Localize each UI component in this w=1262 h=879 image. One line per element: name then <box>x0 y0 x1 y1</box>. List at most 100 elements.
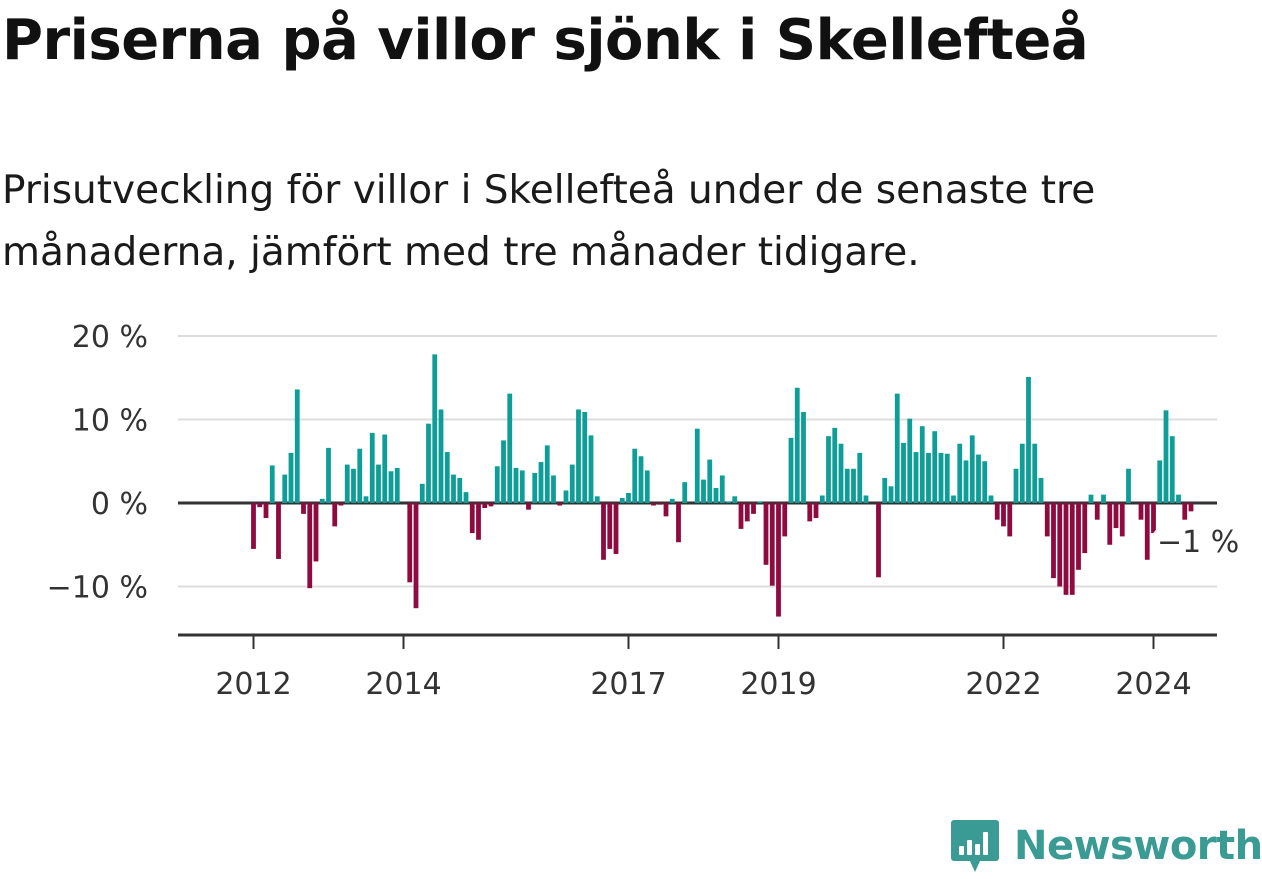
annotation: −1 % <box>1151 525 1243 560</box>
x-tick-label: 2022 <box>965 667 1041 702</box>
bar <box>444 452 450 503</box>
bar <box>819 495 825 503</box>
bar <box>719 475 725 503</box>
bar <box>1032 443 1038 503</box>
bar <box>532 472 538 503</box>
bar <box>669 498 675 503</box>
bar <box>1019 443 1025 503</box>
bar <box>1188 503 1194 512</box>
bar <box>301 503 306 514</box>
bar <box>926 452 931 503</box>
bar <box>888 486 894 503</box>
bar <box>307 503 313 589</box>
bar <box>326 447 331 503</box>
bar <box>288 452 294 503</box>
bar <box>832 427 838 503</box>
bar <box>269 465 275 503</box>
bar <box>663 503 669 517</box>
bar <box>451 474 456 503</box>
bar <box>951 495 956 503</box>
bar <box>1051 503 1056 579</box>
bar <box>794 387 800 503</box>
bar <box>332 503 338 527</box>
x-tick-label: 2019 <box>740 667 816 702</box>
bar <box>388 471 394 503</box>
bar <box>1044 503 1050 537</box>
bar <box>1107 503 1113 545</box>
bar <box>1176 494 1181 503</box>
bar <box>407 503 413 583</box>
bar <box>1013 468 1019 503</box>
bar <box>907 418 913 503</box>
bar <box>563 490 569 503</box>
bar <box>276 503 281 559</box>
bar <box>1094 503 1100 520</box>
bar <box>932 431 938 503</box>
bar <box>938 452 944 503</box>
bar <box>457 477 463 503</box>
bar <box>863 495 869 503</box>
bar <box>882 477 888 503</box>
bar <box>1157 460 1163 503</box>
bar <box>1151 503 1156 534</box>
bar <box>1069 503 1075 595</box>
bar <box>801 411 806 504</box>
chart-title: Priserna på villor sjönk i Skellefteå <box>2 8 1089 73</box>
annotation-halo <box>1151 526 1243 560</box>
bar <box>263 503 269 519</box>
bar <box>894 393 900 503</box>
bar <box>1182 503 1188 520</box>
bar <box>838 443 844 503</box>
latest-value-label: −1 % <box>1157 525 1239 560</box>
bar <box>732 496 738 503</box>
bar <box>1119 503 1125 537</box>
bar <box>601 503 606 560</box>
bar <box>257 503 263 508</box>
bar <box>1076 503 1081 570</box>
bar <box>744 503 750 522</box>
x-tick-label: 2017 <box>590 667 666 702</box>
bar <box>544 445 550 503</box>
bar <box>494 466 500 503</box>
bar <box>1101 494 1106 503</box>
bar <box>413 503 419 609</box>
bar <box>501 440 506 504</box>
bar <box>538 462 544 503</box>
bar <box>944 453 950 504</box>
bar <box>988 495 994 503</box>
bar <box>1038 477 1044 503</box>
y-tick-label: 0 % <box>91 487 148 522</box>
bar <box>376 464 381 503</box>
bar <box>569 464 575 503</box>
bar <box>782 503 788 537</box>
bar <box>344 464 350 503</box>
bar <box>482 503 488 509</box>
bar <box>632 448 638 503</box>
bar <box>876 503 881 578</box>
bar <box>338 503 344 506</box>
bar <box>619 497 625 503</box>
bar <box>644 470 650 503</box>
bar <box>488 503 494 507</box>
bar <box>576 409 581 503</box>
bar <box>963 460 969 503</box>
bar <box>582 411 588 504</box>
bar <box>557 503 563 506</box>
y-tick-label: 10 % <box>72 404 148 439</box>
bar <box>1057 503 1063 587</box>
brand-name: Newsworthy <box>1014 823 1262 869</box>
bar <box>919 426 925 503</box>
chart-subtitle: Prisutveckling för villor i Skellefteå u… <box>2 168 1096 275</box>
bar <box>713 487 719 503</box>
bar <box>994 503 1000 520</box>
y-tick-label: 20 % <box>72 320 148 355</box>
bar <box>1169 436 1175 503</box>
y-tick-label: −10 % <box>47 571 148 606</box>
bar <box>1063 503 1069 595</box>
bar <box>1007 503 1013 537</box>
bar <box>707 459 713 503</box>
bar <box>613 503 619 554</box>
bar <box>788 437 794 503</box>
bar <box>513 467 519 503</box>
bar <box>507 393 513 503</box>
